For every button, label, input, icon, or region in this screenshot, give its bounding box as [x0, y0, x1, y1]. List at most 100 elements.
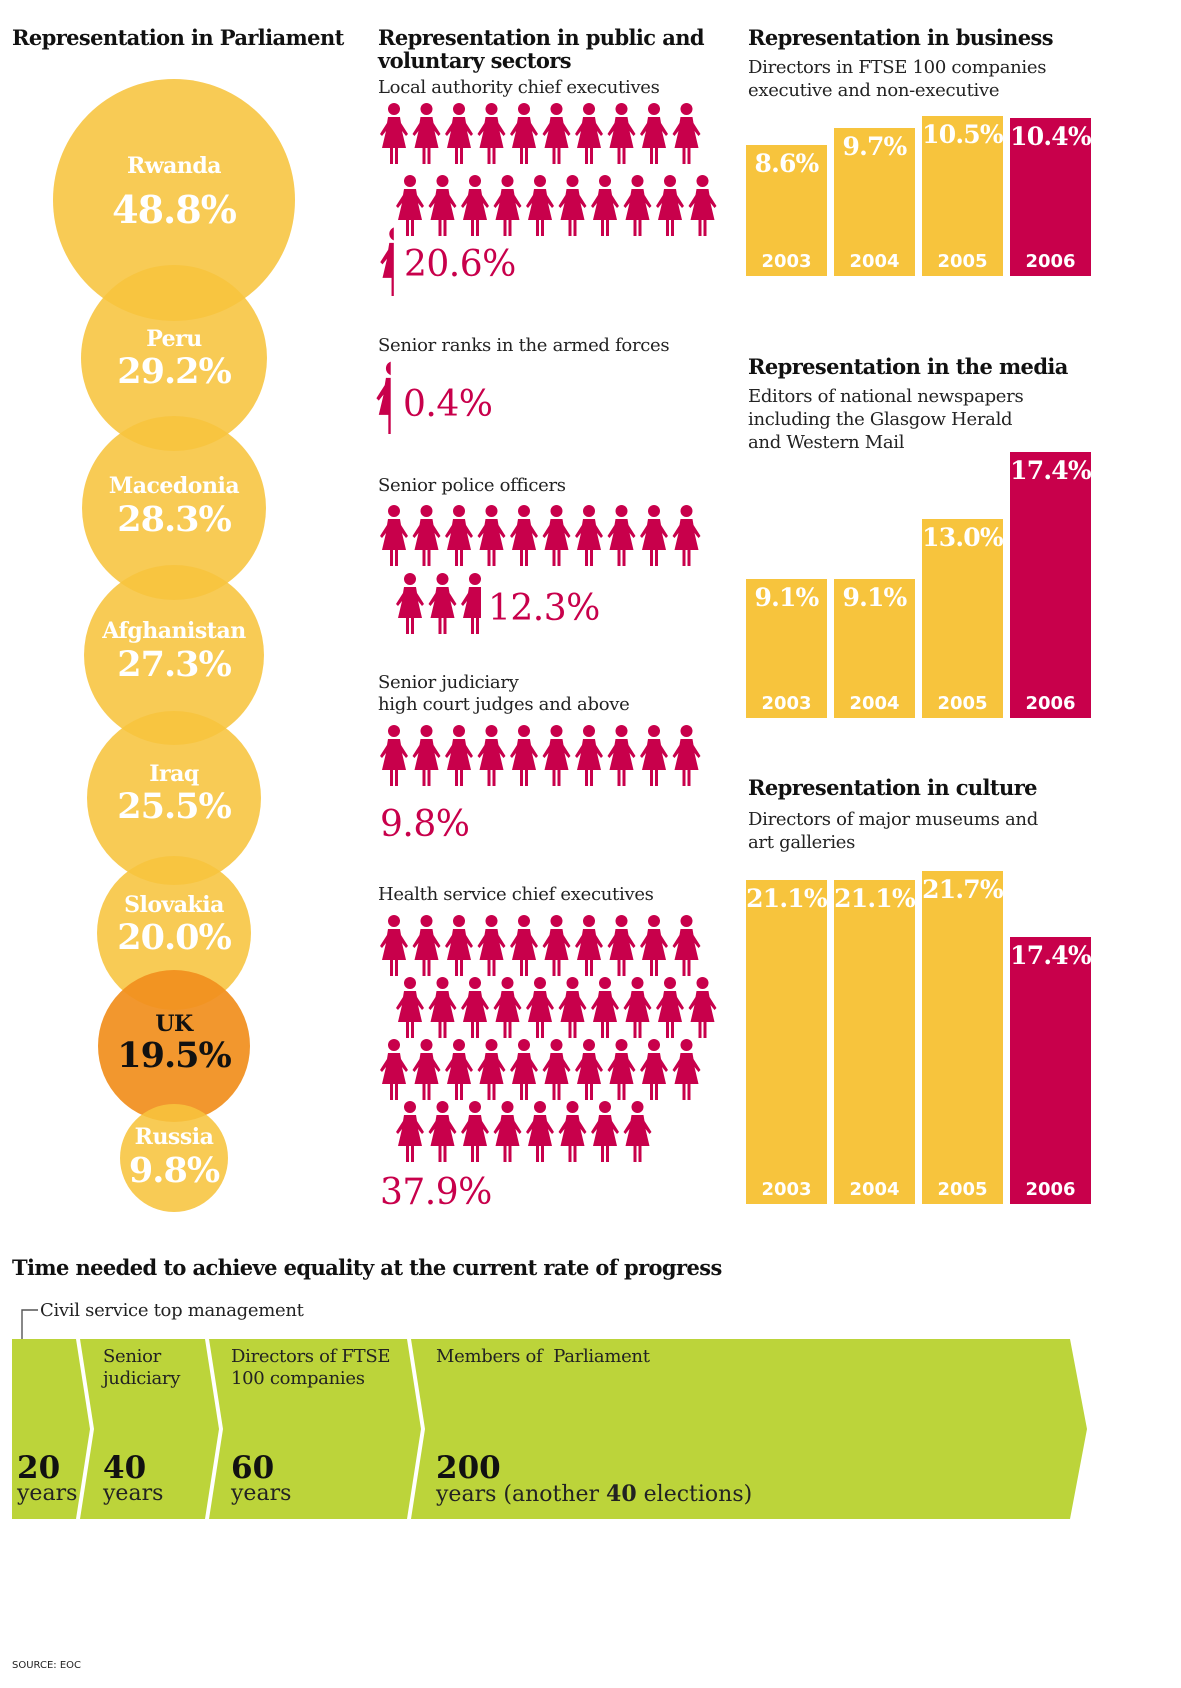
woman-figure-icon: [672, 103, 701, 164]
media-value-label: 9.1%: [754, 583, 819, 612]
source-note: SOURCE: EOC: [12, 1660, 82, 1671]
woman-figure-icon: [640, 1039, 668, 1100]
media-title: Representation in the media: [748, 354, 1068, 379]
bubble-value-label: 28.3%: [117, 499, 232, 540]
pct-police: 12.3%: [488, 588, 600, 629]
timeline-callout: Civil service top management: [40, 1300, 304, 1321]
woman-figure-icon: [477, 1039, 506, 1100]
bubble-country-label: Slovakia: [124, 892, 224, 918]
woman-figure-icon: [542, 1039, 571, 1100]
woman-figure-icon: [640, 915, 668, 976]
woman-figure-partial-icon: [380, 227, 394, 296]
pct-local-authority: 20.6%: [404, 244, 516, 285]
segment-1-years-unit: years: [17, 1481, 78, 1506]
segment-1-years-number: 20: [17, 1450, 61, 1486]
woman-figure-icon: [445, 103, 473, 164]
woman-figure-icon: [542, 725, 571, 786]
timeline-arrow: [12, 1339, 1087, 1519]
woman-figure-icon: [672, 505, 701, 566]
bubble-value-label: 20.0%: [117, 917, 232, 958]
woman-figure-icon: [445, 725, 473, 786]
culture-value-label: 17.4%: [1010, 941, 1091, 970]
woman-figure-icon: [640, 505, 668, 566]
segment-4-unit-text: years (another: [436, 1482, 607, 1507]
woman-figure-icon: [461, 175, 489, 236]
business-bar-chart: 8.6% 2003 9.7% 2004 10.5% 2005 10.4% 2006: [746, 100, 1092, 276]
culture-bar-2004: 21.1% 2004: [834, 880, 916, 1204]
pictogram-local-authority: [380, 103, 717, 296]
woman-figure-icon: [412, 505, 441, 566]
timeline-segment-4: Members of Parliament 200 years (another…: [436, 1346, 1036, 1516]
segment-3-years-number: 60: [231, 1450, 275, 1486]
bubble-country-label: Macedonia: [108, 473, 240, 499]
bubble-country-label: Afghanistan: [102, 618, 246, 644]
woman-figure-icon: [412, 103, 441, 164]
media-value-label: 9.1%: [842, 583, 907, 612]
culture-year-label: 2004: [849, 1179, 900, 1200]
culture-bar-2003: 21.1% 2003: [746, 880, 828, 1204]
bubble-value-label: 9.8%: [128, 1150, 220, 1191]
bubble-value-label: 29.2%: [117, 351, 232, 392]
media-value-label: 13.0%: [922, 523, 1003, 552]
media-year-label: 2004: [849, 693, 900, 714]
woman-figure-icon: [558, 1101, 587, 1162]
bubble-value-label: 48.8%: [112, 187, 237, 232]
pictogram-armed-forces: [376, 361, 391, 434]
timeline-arrow-segment-4: [411, 1339, 1087, 1519]
woman-figure-icon: [510, 725, 538, 786]
woman-figure-icon: [477, 103, 506, 164]
segment-2-years-number: 40: [103, 1450, 147, 1486]
woman-figure-icon: [672, 1039, 701, 1100]
media-year-label: 2003: [761, 693, 812, 714]
timeline-title: Time needed to achieve equality at the c…: [12, 1255, 722, 1280]
timeline-segment-3: Directors of FTSE 100 companies 60 years: [231, 1346, 401, 1516]
timeline-segment-1: 20 years: [16, 1346, 86, 1516]
group-label-police: Senior police officers: [378, 475, 566, 496]
woman-figure-icon: [623, 175, 652, 236]
woman-figure-icon: [477, 725, 506, 786]
segment-4-years-unit: years (another 40 elections): [436, 1481, 752, 1508]
business-bar-2004: 9.7% 2004: [834, 128, 915, 276]
woman-figure-icon: [428, 573, 457, 634]
business-title: Representation in business: [748, 25, 1054, 50]
culture-value-label: 21.7%: [922, 875, 1003, 904]
woman-figure-partial-icon: [461, 573, 481, 634]
pct-health: 37.9%: [380, 1172, 492, 1213]
business-year-label: 2005: [937, 251, 988, 272]
segment-4-label: Members of Parliament: [436, 1346, 650, 1367]
woman-figure-icon: [396, 175, 424, 236]
woman-figure-icon: [510, 103, 538, 164]
woman-figure-icon: [575, 103, 603, 164]
woman-figure-icon: [672, 725, 701, 786]
woman-figure-icon: [656, 977, 684, 1038]
business-bar-2003: 8.6% 2003: [746, 145, 827, 276]
segment-4-years-number: 200: [436, 1450, 501, 1486]
pictogram-health: [380, 915, 717, 1162]
woman-figure-icon: [380, 915, 408, 976]
segment-3-label: Directors of FTSE 100 companies: [231, 1346, 391, 1389]
parliament-bubbles: Rwanda 48.8% Peru 29.2% Macedonia 28.3% Afghan…: [0, 0, 360, 1230]
segment-2-years-unit: years: [103, 1481, 164, 1506]
woman-figure-icon: [428, 175, 457, 236]
business-year-label: 2003: [761, 251, 812, 272]
woman-figure-icon: [526, 1101, 554, 1162]
woman-figure-icon: [510, 505, 538, 566]
woman-figure-icon: [445, 505, 473, 566]
woman-figure-icon: [412, 1039, 441, 1100]
woman-figure-icon: [558, 977, 587, 1038]
woman-figure-icon: [575, 915, 603, 976]
woman-figure-icon: [688, 977, 717, 1038]
woman-figure-icon: [380, 505, 408, 566]
woman-figure-icon: [428, 1101, 457, 1162]
timeline-arrow-segment-2: [80, 1339, 219, 1519]
group-label-judiciary: Senior judiciary: [378, 672, 519, 693]
business-year-label: 2006: [1025, 251, 1076, 272]
bubble-country-label: Russia: [134, 1124, 214, 1150]
public-title: Representation in public and voluntary s…: [378, 25, 705, 73]
timeline-arrow-segment-1: [12, 1339, 90, 1519]
media-bar-chart: 9.1% 2003 9.1% 2004 13.0% 2005 17.4% 2006: [746, 440, 1092, 718]
woman-figure-icon: [688, 175, 717, 236]
media-bar-2004: 9.1% 2004: [834, 579, 915, 718]
woman-figure-icon: [396, 977, 424, 1038]
woman-figure-icon: [607, 505, 636, 566]
